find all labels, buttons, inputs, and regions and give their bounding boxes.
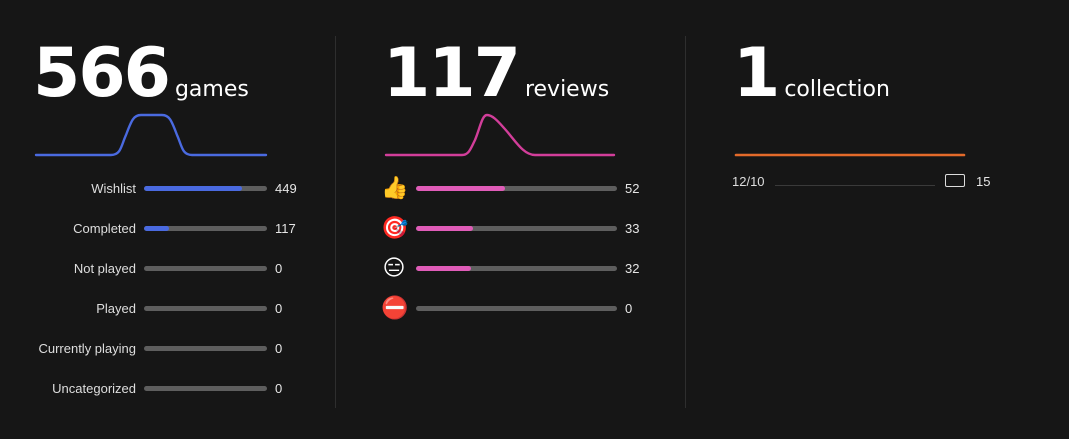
target-icon: 🎯: [381, 215, 409, 240]
reviews-row-value: 0: [625, 300, 633, 316]
reviews-row-bar-fill: [416, 185, 506, 191]
reviews-row-value: 52: [625, 180, 640, 196]
collection-item-date: 12/10: [732, 174, 765, 189]
games-row-not-played[interactable]: Not played 0: [74, 258, 283, 278]
expressionless-face-icon: 😑: [382, 255, 406, 280]
reviews-sparkline: [384, 113, 616, 157]
collection-item-count: 15: [976, 174, 991, 189]
reviews-row-target[interactable]: 33: [416, 218, 639, 238]
collections-count: 1: [733, 34, 780, 113]
games-row-played[interactable]: Played 0: [96, 298, 283, 318]
games-row-bar-fill: [144, 225, 170, 231]
games-row-bar: [144, 185, 267, 191]
reviews-row-bar-fill: [416, 265, 472, 271]
reviews-row-value: 32: [625, 260, 640, 276]
games-row-bar: [144, 345, 267, 351]
games-row-bar: [144, 265, 267, 271]
games-row-value: 0: [275, 300, 283, 316]
games-row-completed[interactable]: Completed 117: [73, 218, 296, 238]
collection-item-track: [775, 185, 935, 186]
collections-sparkline: [734, 153, 966, 157]
reviews-count: 117: [383, 34, 521, 113]
games-row-wishlist[interactable]: Wishlist 449: [91, 178, 297, 198]
games-row-value: 117: [275, 220, 296, 236]
games-row-label: Not played: [73, 260, 136, 276]
games-row-label: Completed: [73, 220, 136, 236]
reviews-panel: 117 reviews 👍 52 🎯 33 😑 32 ⛔ 0: [381, 0, 673, 439]
reviews-unit: reviews: [524, 77, 610, 102]
reviews-row-bar: [416, 265, 617, 271]
games-row-bar: [144, 225, 267, 231]
reviews-headline: 117 reviews: [383, 40, 609, 108]
games-row-currently-playing[interactable]: Currently playing 0: [38, 338, 283, 358]
games-panel: 566 games Wishlist 449 Completed 117 Not …: [33, 0, 313, 439]
games-row-bar: [144, 385, 267, 391]
games-row-value: 0: [275, 380, 283, 396]
collections-unit: collection: [784, 77, 890, 102]
games-row-value: 449: [275, 180, 297, 196]
no-entry-icon: ⛔: [381, 295, 409, 320]
collections-panel: 1 collection 12/10 15: [732, 0, 1053, 439]
reviews-row-bar-fill: [416, 225, 473, 231]
column-divider: [335, 36, 336, 408]
games-row-label: Uncategorized: [52, 380, 136, 396]
games-unit: games: [174, 77, 249, 102]
games-row-value: 0: [275, 340, 283, 356]
games-row-bar-fill: [144, 185, 242, 191]
games-sparkline: [34, 113, 268, 157]
reviews-row-expressionless[interactable]: 32: [416, 258, 639, 278]
games-row-bar: [144, 305, 267, 311]
reviews-sparkline-path: [384, 113, 616, 157]
reviews-row-no-entry[interactable]: 0: [416, 298, 632, 318]
games-row-label: Wishlist: [91, 180, 136, 196]
games-count: 566: [33, 34, 171, 113]
rectangle-icon: [945, 174, 965, 187]
games-row-label: Played: [96, 300, 136, 316]
games-headline: 566 games: [33, 40, 249, 108]
reviews-row-bar: [416, 225, 617, 231]
reviews-row-value: 33: [625, 220, 640, 236]
reviews-row-thumbs-up[interactable]: 52: [416, 178, 639, 198]
games-row-value: 0: [275, 260, 283, 276]
games-sparkline-path: [34, 113, 268, 157]
collections-headline: 1 collection: [733, 40, 890, 108]
reviews-row-bar: [416, 305, 617, 311]
games-row-label: Currently playing: [38, 340, 136, 356]
reviews-row-bar: [416, 185, 617, 191]
thumbs-up-icon: 👍: [381, 175, 409, 200]
column-divider: [685, 36, 686, 408]
games-row-uncategorized[interactable]: Uncategorized 0: [52, 378, 283, 398]
